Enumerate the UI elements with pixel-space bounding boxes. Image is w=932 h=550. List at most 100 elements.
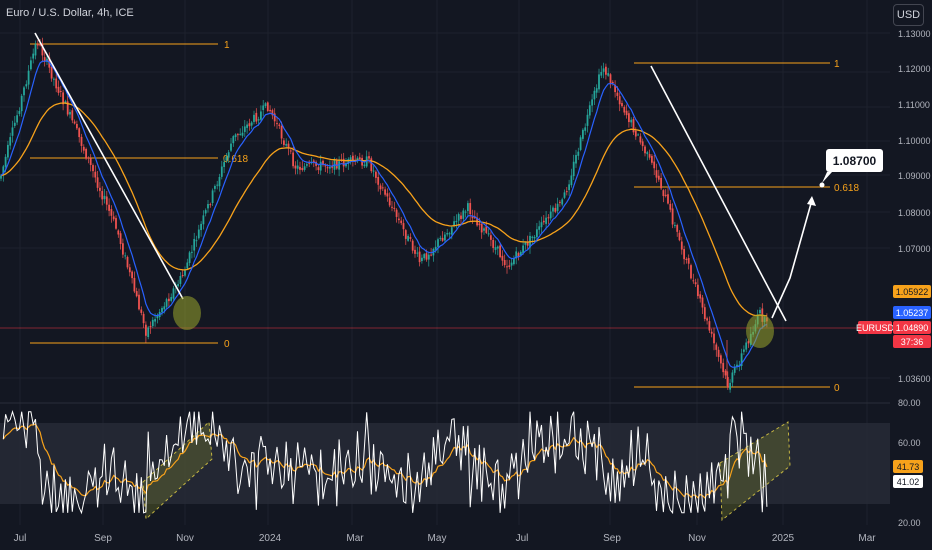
time-tick: 2025 <box>772 533 795 544</box>
candle-body <box>82 146 85 151</box>
candle-body <box>241 132 244 136</box>
candle-body <box>25 84 28 87</box>
candle-body <box>92 165 94 172</box>
candle-body <box>600 71 603 76</box>
time-tick: Nov <box>688 533 706 544</box>
candle-body <box>577 151 580 156</box>
candle-body <box>388 197 391 206</box>
candle-body <box>317 167 320 171</box>
candle-body <box>207 204 209 209</box>
candle-body <box>99 187 101 191</box>
trendline-right[interactable] <box>650 65 787 322</box>
candle-body <box>220 166 223 177</box>
candle-body <box>386 193 389 197</box>
candle-body <box>27 70 30 85</box>
candle-body <box>540 222 543 228</box>
candle-body <box>34 44 37 56</box>
currency-button[interactable]: USD <box>893 4 924 26</box>
candle-body <box>674 225 676 227</box>
badge-price-label: 1.04890 <box>896 323 929 333</box>
candle-body <box>708 321 711 331</box>
candle-body <box>437 239 439 247</box>
time-tick: Mar <box>346 533 364 544</box>
candle-body <box>556 203 559 211</box>
candle-body <box>745 342 748 350</box>
rsi-ma-line <box>2 423 768 499</box>
candle-body <box>538 226 541 230</box>
candle-body <box>76 123 78 129</box>
candle-body <box>487 233 490 235</box>
candle-body <box>112 216 115 220</box>
candle-body <box>352 155 354 161</box>
candle-body <box>165 299 168 307</box>
candle-body <box>715 344 718 350</box>
candle-body <box>312 160 315 163</box>
badge-ma-orange-bg <box>893 285 931 298</box>
candle-body <box>66 101 69 115</box>
candle-body <box>473 217 476 219</box>
candle-body <box>664 194 667 197</box>
trendline-left[interactable] <box>34 32 184 300</box>
candle-body <box>395 209 398 217</box>
candle-body <box>759 309 761 314</box>
candle-body <box>598 74 600 90</box>
candle-body <box>513 258 515 265</box>
candle-body <box>554 207 557 212</box>
candle-body <box>687 258 690 264</box>
candle-body <box>623 106 626 113</box>
price-tick: 1.03600 <box>898 374 931 384</box>
candle-body <box>632 119 635 133</box>
candle-body <box>260 111 262 120</box>
rsi-channel-left <box>142 420 213 521</box>
candle-body <box>193 238 196 251</box>
candle-body <box>611 81 614 84</box>
candle-body <box>501 255 504 261</box>
badge-price: 1.04890 <box>893 321 931 334</box>
candle-body <box>335 160 338 169</box>
candle-body <box>62 92 64 105</box>
candle-body <box>605 66 607 75</box>
candle-body <box>319 161 322 171</box>
candle-body <box>634 130 637 137</box>
candle-body <box>216 184 219 186</box>
candle-body <box>651 155 653 163</box>
candle-body <box>531 236 534 238</box>
price-axis[interactable]: 1.13000 1.12000 1.11000 1.10000 1.09000 1.080… <box>856 0 932 550</box>
candle-body <box>296 165 299 169</box>
candle-body <box>450 227 453 235</box>
candle-body <box>71 110 74 121</box>
price-tick: 1.09000 <box>898 171 931 181</box>
target-callout[interactable] <box>826 149 883 172</box>
time-axis[interactable]: Jul Sep Nov 2024 Mar May Jul Sep Nov 2025 Mar <box>14 533 877 544</box>
rsi-badge-ma-label: 41.73 <box>897 462 920 472</box>
candle-body <box>570 175 573 186</box>
chart-title: Euro / U.S. Dollar, 4h, ICE <box>6 7 134 19</box>
time-tick: May <box>428 533 447 544</box>
rsi-badge-rsi-label: 41.02 <box>897 477 920 487</box>
candle-body <box>379 185 382 190</box>
candle-body <box>322 160 324 165</box>
projection-arrow[interactable] <box>771 199 813 319</box>
ma-fast-line <box>0 60 768 368</box>
candle-body <box>628 113 630 123</box>
candle-body <box>181 274 184 276</box>
candle-body <box>618 96 621 105</box>
rsi-badge-ma-bg <box>893 460 923 473</box>
candle-body <box>545 217 547 224</box>
candle-body <box>411 240 414 251</box>
candle-body <box>0 175 2 179</box>
candle-body <box>87 157 90 159</box>
candle-body <box>101 191 104 200</box>
candle-body <box>515 251 518 259</box>
candle-body <box>678 232 681 241</box>
candle-body <box>621 103 623 107</box>
candle-body <box>503 260 506 266</box>
candle-body <box>292 152 294 167</box>
candle-body <box>625 110 628 116</box>
candle-body <box>128 267 131 273</box>
candle-body <box>457 214 460 221</box>
candle-body <box>289 150 292 152</box>
candle-body <box>439 237 442 239</box>
fib-left-label-0: 0 <box>224 339 230 350</box>
